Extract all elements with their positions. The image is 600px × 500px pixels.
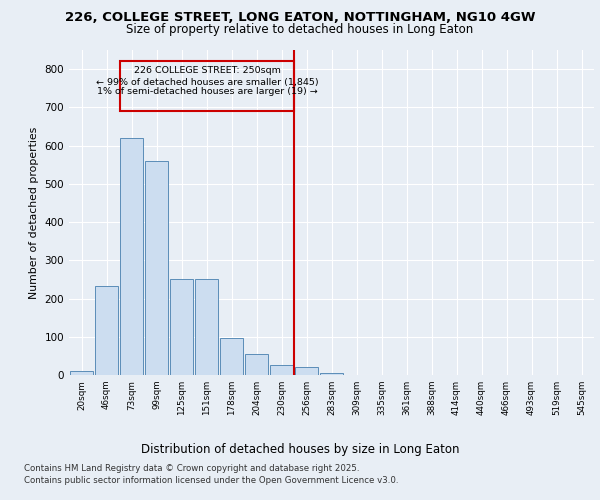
Bar	[245, 354, 268, 375]
Y-axis label: Number of detached properties: Number of detached properties	[29, 126, 39, 298]
Bar	[95, 286, 118, 375]
Bar	[70, 371, 94, 375]
Bar	[145, 161, 169, 375]
Text: Distribution of detached houses by size in Long Eaton: Distribution of detached houses by size …	[141, 442, 459, 456]
Bar	[320, 373, 343, 375]
Bar	[119, 138, 143, 375]
Text: 226 COLLEGE STREET: 250sqm: 226 COLLEGE STREET: 250sqm	[134, 66, 280, 75]
Bar	[220, 338, 244, 375]
Text: ← 99% of detached houses are smaller (1,845): ← 99% of detached houses are smaller (1,…	[95, 78, 319, 86]
Text: 226, COLLEGE STREET, LONG EATON, NOTTINGHAM, NG10 4GW: 226, COLLEGE STREET, LONG EATON, NOTTING…	[65, 11, 535, 24]
Bar	[170, 278, 193, 375]
Text: Contains HM Land Registry data © Crown copyright and database right 2025.: Contains HM Land Registry data © Crown c…	[24, 464, 359, 473]
Bar	[269, 364, 293, 375]
Bar	[194, 278, 218, 375]
Text: Size of property relative to detached houses in Long Eaton: Size of property relative to detached ho…	[127, 22, 473, 36]
Bar	[295, 366, 319, 375]
Text: 1% of semi-detached houses are larger (19) →: 1% of semi-detached houses are larger (1…	[97, 88, 317, 96]
Text: Contains public sector information licensed under the Open Government Licence v3: Contains public sector information licen…	[24, 476, 398, 485]
